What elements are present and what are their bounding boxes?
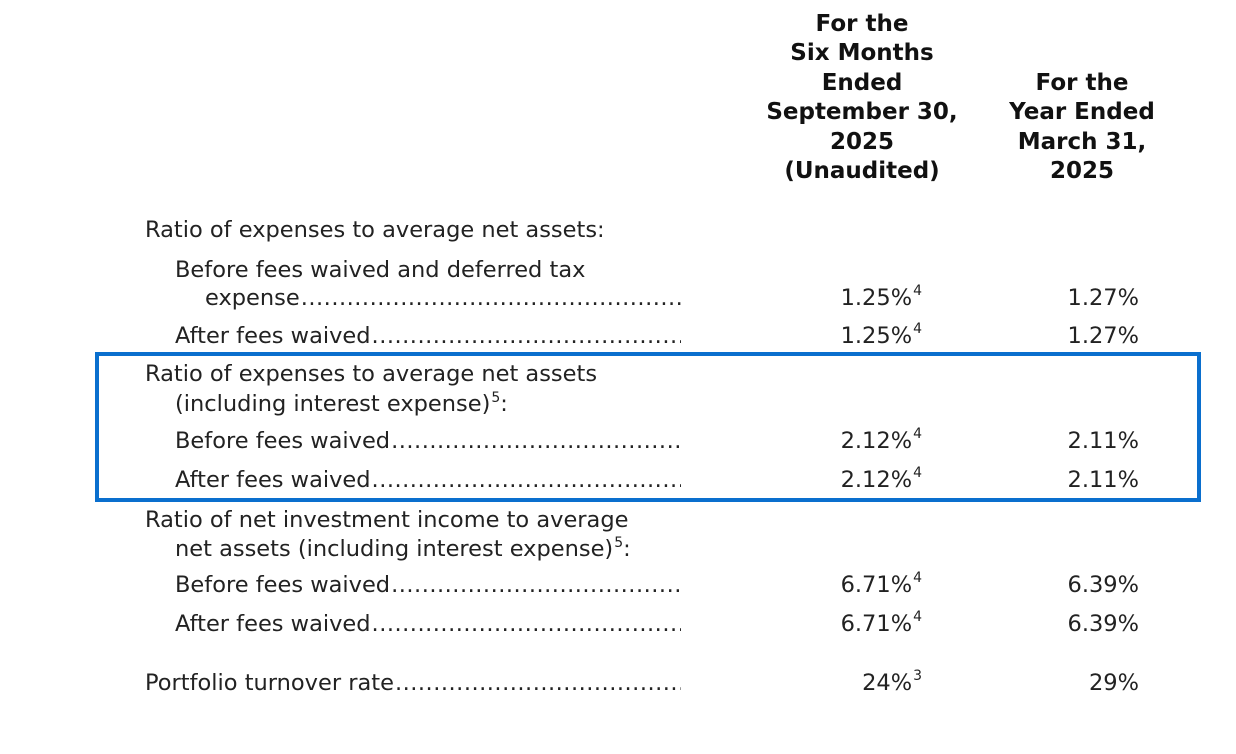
section-title-expenses-interest-line2: (including interest expense)5:: [175, 390, 508, 421]
row-label-before-fees: Before fees waived......................…: [175, 427, 681, 455]
row-label-before-fees: Before fees waived......................…: [175, 571, 681, 599]
value-text: 6.71%: [840, 611, 913, 637]
leader-dots: ........................................…: [391, 572, 681, 598]
leader-dots: ........................................…: [371, 323, 681, 349]
header-line: September 30,: [766, 99, 958, 126]
value-text: 24%: [862, 670, 913, 696]
value-text: 2.12%: [840, 467, 913, 493]
header-line: (Unaudited): [784, 158, 940, 185]
row-label-after-fees: After fees waived.......................…: [175, 610, 681, 638]
value-year: 2.11%: [1067, 428, 1139, 454]
row-label-before-line1: Before fees waived and deferred tax: [175, 257, 586, 283]
title-suffix: :: [623, 536, 631, 562]
section-title-income-line2: net assets (including interest expense)5…: [175, 535, 631, 566]
footnote-ref: 5: [614, 535, 624, 551]
highlight-box: [95, 352, 1201, 502]
section-title-expenses-interest-line1: Ratio of expenses to average net assets: [145, 361, 598, 387]
leader-dots: ........................................…: [394, 670, 681, 696]
value-year: 2.11%: [1067, 467, 1139, 493]
row-label-text: After fees waived: [175, 467, 371, 493]
row-label-text: Before fees waived: [175, 428, 391, 454]
row-label-after-fees: After fees waived.......................…: [175, 466, 681, 494]
footnote-ref: 4: [913, 608, 922, 625]
footnote-ref: 4: [913, 569, 922, 586]
header-line: For the: [1035, 70, 1129, 96]
footnote-ref: 4: [913, 282, 922, 299]
header-line: 2025: [1049, 158, 1114, 185]
row-label-text: expense: [205, 285, 300, 311]
value-text: 1.25%: [840, 285, 913, 311]
footnote-ref: 4: [913, 425, 922, 442]
footnote-ref: 5: [491, 390, 501, 406]
column-header-year: For the Year Ended March 31, 2025: [990, 69, 1174, 187]
row-label-portfolio-turnover: Portfolio turnover rate.................…: [145, 669, 681, 697]
value-year: 6.39%: [1067, 572, 1139, 598]
title-text: net assets (including interest expense): [175, 536, 614, 562]
header-line: Year Ended: [1009, 99, 1155, 126]
section-title-income-line1: Ratio of net investment income to averag…: [145, 507, 629, 533]
value-six-months: 6.71%4: [722, 610, 922, 638]
section-title-expenses: Ratio of expenses to average net assets:: [145, 217, 605, 243]
value-six-months: 2.12%4: [722, 427, 922, 455]
value-text: 1.25%: [840, 323, 913, 349]
row-label-text: After fees waived: [175, 323, 371, 349]
value-six-months: 1.25%4: [722, 284, 922, 312]
value-six-months: 24%3: [722, 669, 922, 697]
value-year: 1.27%: [1067, 323, 1139, 349]
leader-dots: ........................................…: [391, 428, 681, 454]
row-label-text: After fees waived: [175, 611, 371, 637]
footnote-ref: 4: [913, 320, 922, 337]
leader-dots: ........................................…: [300, 285, 681, 311]
value-text: 6.71%: [840, 572, 913, 598]
footnote-ref: 3: [913, 667, 922, 684]
row-label-before-expense: expense.................................…: [205, 284, 681, 312]
header-line: March 31,: [1017, 128, 1147, 155]
row-label-text: Before fees waived: [175, 572, 391, 598]
header-line: For the: [815, 11, 909, 37]
leader-dots: ........................................…: [371, 611, 681, 637]
value-year: 1.27%: [1067, 285, 1139, 311]
header-line: Ended: [821, 69, 903, 96]
header-line: 2025: [829, 128, 894, 155]
row-label-after-fees: After fees waived.......................…: [175, 322, 681, 350]
value-six-months: 1.25%4: [722, 322, 922, 350]
value-six-months: 2.12%4: [722, 466, 922, 494]
footnote-ref: 4: [913, 464, 922, 481]
title-text: (including interest expense): [175, 391, 491, 417]
column-header-six-months: For the Six Months Ended September 30, 2…: [742, 10, 982, 186]
leader-dots: ........................................…: [371, 467, 681, 493]
value-six-months: 6.71%4: [722, 571, 922, 599]
header-line: Six Months: [790, 40, 934, 67]
value-year: 29%: [1088, 670, 1139, 696]
title-suffix: :: [500, 391, 508, 417]
value-text: 2.12%: [840, 428, 913, 454]
row-label-text: Portfolio turnover rate: [145, 670, 394, 696]
value-year: 6.39%: [1067, 611, 1139, 637]
